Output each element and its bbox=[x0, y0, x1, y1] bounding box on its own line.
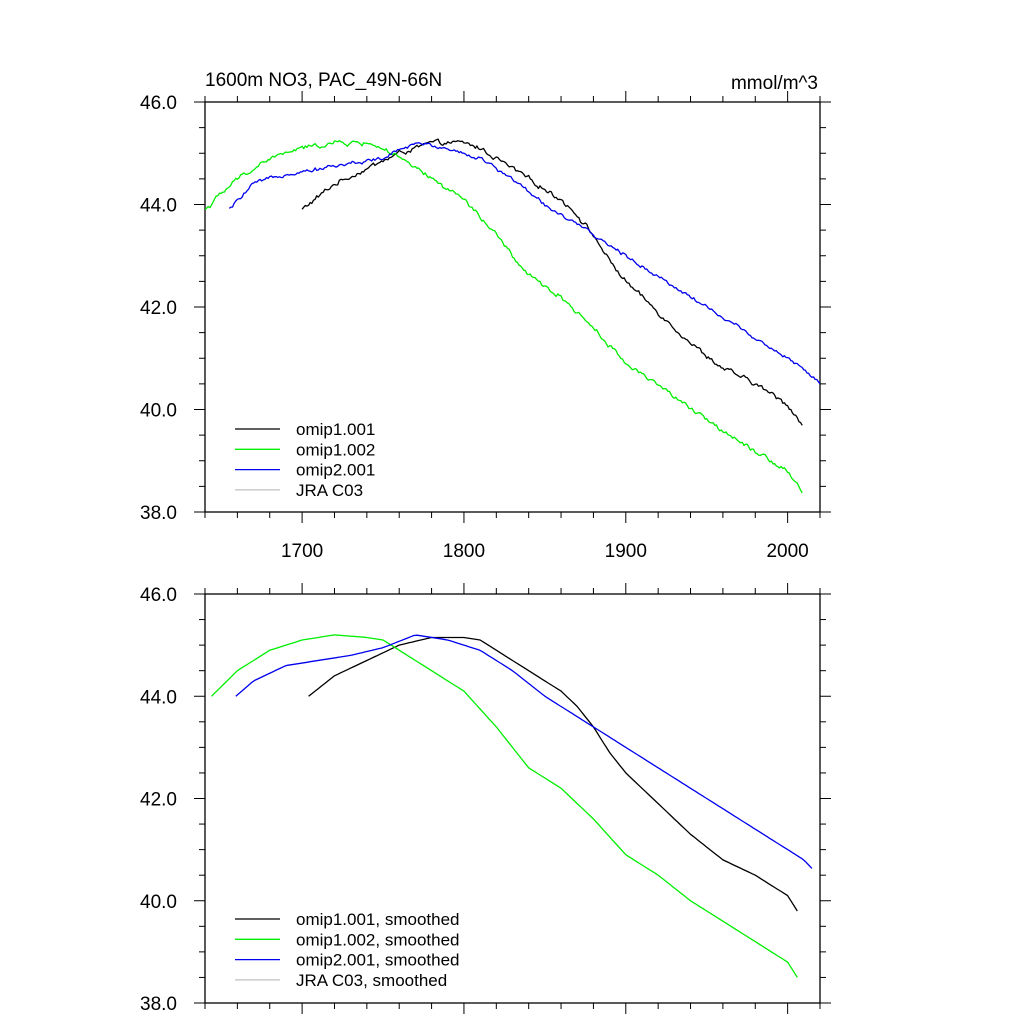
series-line-omip2-001-smoothed bbox=[235, 634, 813, 869]
y-tick-label: 44.0 bbox=[140, 196, 177, 217]
y-tick-label: 46.0 bbox=[140, 93, 177, 114]
plot-area bbox=[205, 138, 820, 494]
legend-label: JRA C03, smoothed bbox=[296, 971, 447, 990]
x-tick-label: 1900 bbox=[605, 541, 647, 562]
chart-title: 1600m NO3, PAC_49N-66N bbox=[205, 70, 442, 91]
legend-label: JRA C03 bbox=[296, 481, 363, 500]
x-tick-label: 2000 bbox=[766, 541, 808, 562]
x-tick-label: 1800 bbox=[443, 541, 485, 562]
series-line-omip1-001 bbox=[301, 138, 803, 426]
y-tick-label: 42.0 bbox=[140, 298, 177, 319]
units-label: mmol/m^3 bbox=[731, 73, 818, 94]
plot-area bbox=[211, 634, 813, 978]
legend-label: omip1.001, smoothed bbox=[296, 910, 460, 929]
legend-label: omip1.001 bbox=[296, 420, 375, 439]
y-tick-label: 44.0 bbox=[140, 687, 177, 708]
y-tick-label: 40.0 bbox=[140, 892, 177, 913]
y-tick-label: 40.0 bbox=[140, 401, 177, 422]
y-tick-label: 42.0 bbox=[140, 790, 177, 811]
legend-label: omip2.001 bbox=[296, 461, 375, 480]
y-tick-label: 46.0 bbox=[140, 585, 177, 606]
series-line-omip1-002-smoothed bbox=[211, 634, 798, 978]
series-line-omip1-001-smoothed bbox=[308, 636, 798, 912]
legend-label: omip2.001, smoothed bbox=[296, 951, 460, 970]
x-tick-label: 1700 bbox=[281, 541, 323, 562]
y-tick-label: 38.0 bbox=[140, 503, 177, 524]
series-line-omip1-002 bbox=[205, 139, 803, 494]
series-line-omip2-001 bbox=[228, 142, 820, 385]
y-tick-label: 38.0 bbox=[140, 994, 177, 1015]
legend-label: omip1.002, smoothed bbox=[296, 930, 460, 949]
top-panel: 38.0 40.0 42.0 44.0 46.0 1700 1800 1900 2000 1600… bbox=[140, 70, 831, 562]
legend-label: omip1.002 bbox=[296, 440, 375, 459]
